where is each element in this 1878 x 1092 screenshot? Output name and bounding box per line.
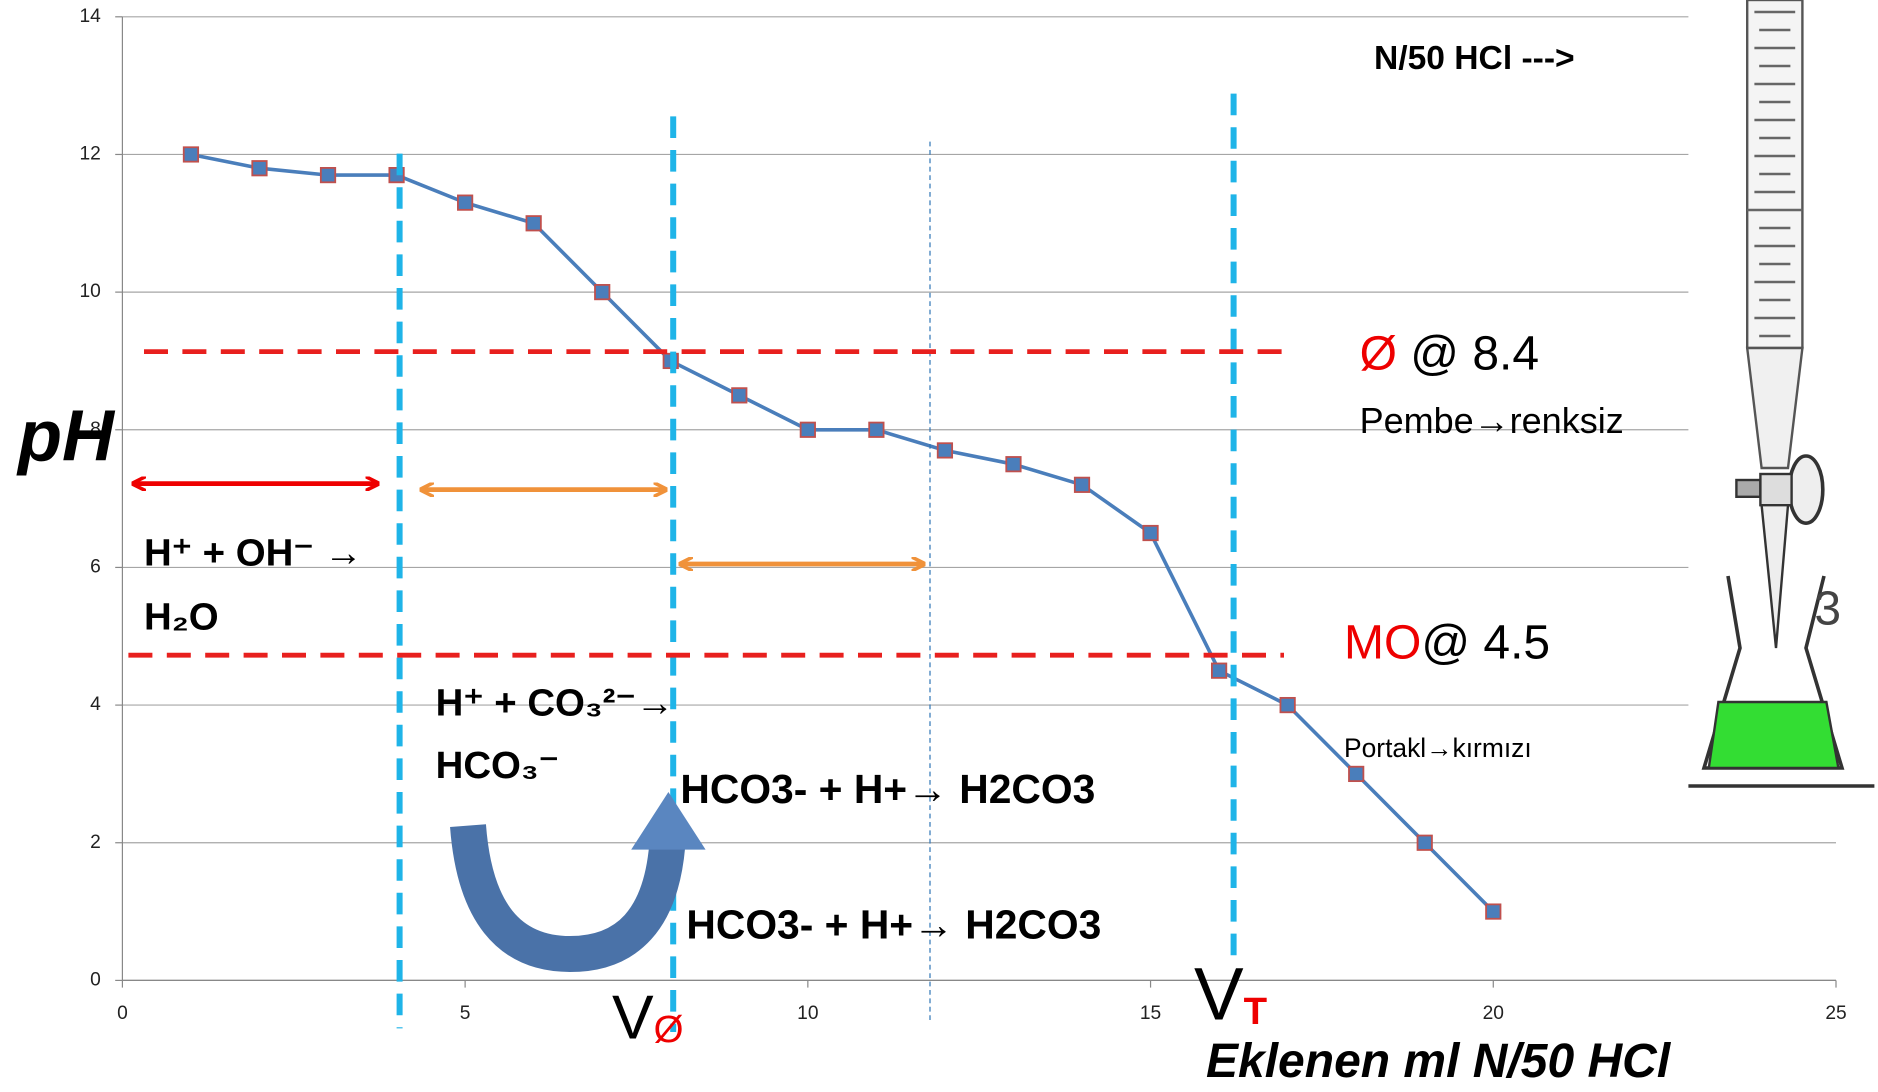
- reaction: HCO3- + H+→ H2CO3: [686, 901, 1101, 947]
- x-tick-label: 15: [1140, 1003, 1161, 1024]
- data-point: [458, 195, 472, 209]
- y-tick-label: 2: [90, 832, 101, 853]
- data-point: [1349, 767, 1363, 781]
- svg-text:3: 3: [1814, 583, 1841, 636]
- reaction: HCO₃⁻: [436, 744, 559, 787]
- volume-subscript: Ø: [654, 1008, 684, 1051]
- volume-letter: V: [612, 984, 654, 1053]
- indicator-symbol: MO: [1344, 616, 1421, 669]
- indicator-ph: @ 4.5: [1421, 616, 1550, 669]
- y-axis-label: pH: [16, 397, 116, 477]
- chart: 024681012140510152025 N/50 HCl ---> Ø @ …: [0, 0, 1878, 1092]
- data-point: [1143, 526, 1157, 540]
- y-tick-label: 14: [79, 6, 101, 27]
- data-point: [184, 147, 198, 161]
- indicator-ph: @ 8.4: [1410, 327, 1539, 380]
- data-point: [1006, 457, 1020, 471]
- y-tick-label: 12: [79, 144, 100, 165]
- indicator-label: Ø @ 8.4: [1360, 327, 1539, 380]
- volume-subscript: T: [1244, 990, 1268, 1033]
- color-change: Portakl→kırmızı: [1344, 733, 1532, 763]
- data-point: [526, 216, 540, 230]
- indicator-label: MO@ 4.5: [1344, 616, 1550, 669]
- x-axis-label: Eklenen ml N/50 HCl: [1206, 1035, 1672, 1088]
- data-point: [801, 423, 815, 437]
- burette-illustration: 3: [1688, 0, 1874, 788]
- data-point: [1486, 904, 1500, 918]
- reaction: H₂O: [144, 595, 219, 638]
- data-point: [321, 168, 335, 182]
- data-point: [252, 161, 266, 175]
- indicator-symbol: Ø: [1360, 327, 1397, 380]
- y-tick-label: 0: [90, 969, 101, 990]
- data-point: [595, 285, 609, 299]
- data-point: [1075, 478, 1089, 492]
- x-tick-label: 10: [797, 1003, 818, 1024]
- y-tick-label: 10: [79, 281, 100, 302]
- reaction: H⁺ + OH⁻ →: [144, 532, 363, 575]
- data-point: [1418, 836, 1432, 850]
- reaction: HCO3- + H+→ H2CO3: [680, 766, 1095, 812]
- y-tick-label: 6: [90, 557, 101, 578]
- data-point: [1212, 663, 1226, 677]
- x-tick-label: 0: [117, 1003, 128, 1024]
- data-point: [938, 443, 952, 457]
- data-point: [732, 388, 746, 402]
- x-tick-label: 5: [460, 1003, 471, 1024]
- x-tick-label: 25: [1825, 1003, 1846, 1024]
- reaction: H⁺ + CO₃²⁻→: [436, 682, 675, 725]
- titrant-label: N/50 HCl --->: [1374, 40, 1575, 77]
- y-tick-label: 4: [90, 694, 101, 715]
- x-tick-label: 20: [1483, 1003, 1504, 1024]
- data-point: [1280, 698, 1294, 712]
- volume-letter: V: [1194, 952, 1244, 1035]
- volume-label: VT: [1194, 952, 1268, 1035]
- data-point: [869, 423, 883, 437]
- color-change: Pembe→renksiz: [1360, 400, 1624, 441]
